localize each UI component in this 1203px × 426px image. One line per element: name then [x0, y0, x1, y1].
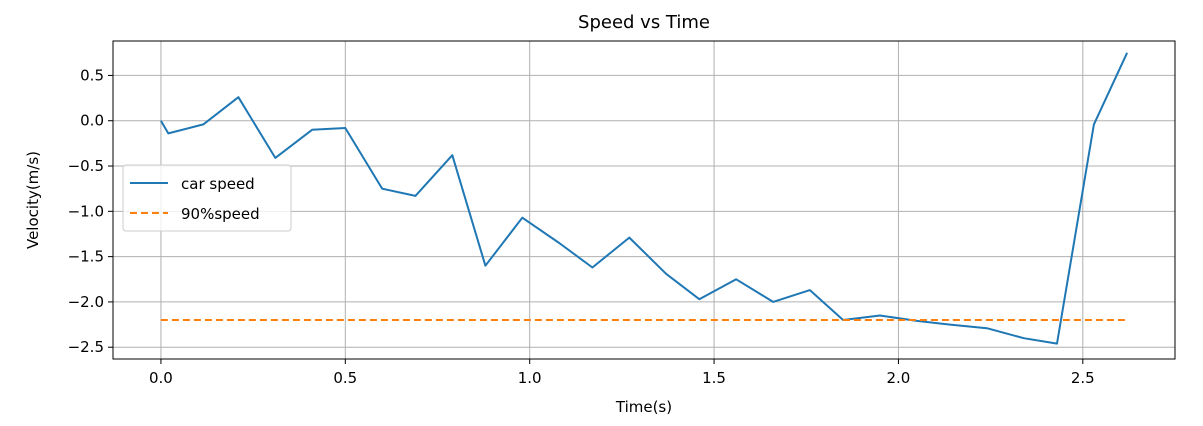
y-tick-label: −2.0 — [68, 293, 104, 311]
plot-area — [112, 40, 1176, 360]
y-tick-label: 0.0 — [80, 112, 104, 130]
x-axis-label: Time(s) — [615, 398, 672, 416]
legend-box — [122, 164, 292, 232]
y-tick-label: −1.5 — [68, 248, 104, 266]
x-tick-label: 0.5 — [333, 369, 357, 387]
x-tick-label: 2.5 — [1071, 369, 1095, 387]
y-tick-label: −1.0 — [68, 202, 104, 220]
x-axis-ticks: 0.0 0.5 1.0 1.5 2.0 2.5 — [149, 359, 1095, 387]
y-tick-label: −2.5 — [68, 338, 104, 356]
chart-title: Speed vs Time — [578, 12, 710, 33]
y-tick-label: −0.5 — [68, 157, 104, 175]
x-tick-label: 1.5 — [702, 369, 726, 387]
x-tick-label: 2.0 — [887, 369, 911, 387]
legend-label-90-speed: 90%speed — [181, 205, 260, 223]
series-line-car-speed — [160, 52, 1129, 345]
x-tick-label: 0.0 — [149, 369, 173, 387]
legend: car speed 90%speed — [122, 164, 292, 232]
grid — [113, 41, 1175, 359]
x-tick-label: 1.0 — [518, 369, 542, 387]
y-axis-label: Velocity(m/s) — [24, 151, 42, 249]
legend-label-car-speed: car speed — [181, 175, 255, 193]
y-tick-label: 0.5 — [80, 66, 104, 84]
y-axis-ticks: 0.5 0.0 −0.5 −1.0 −1.5 −2.0 −2.5 — [68, 66, 113, 356]
series-layer — [160, 52, 1129, 345]
